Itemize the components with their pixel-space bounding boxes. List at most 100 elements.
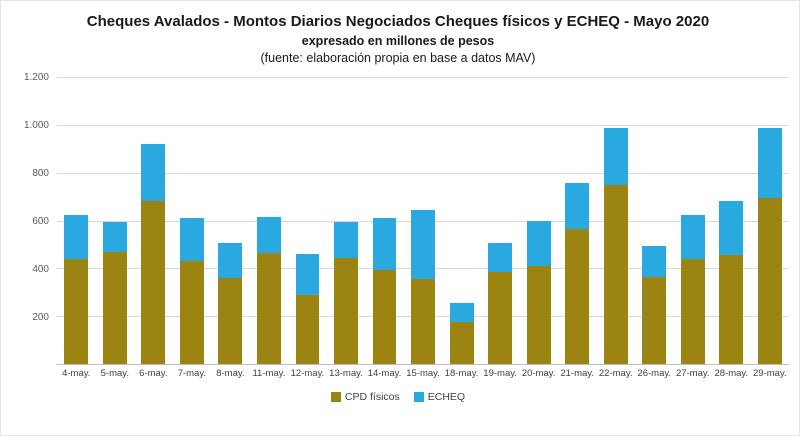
stacked-bar [64,77,89,364]
y-tick-label: 600 [32,216,49,227]
x-tick-label: 5-may. [100,368,129,379]
gridline-1200 [57,77,789,78]
segment-cpd-físicos [565,228,590,364]
legend-label: CPD físicos [344,391,400,403]
segment-echeq [179,218,204,262]
bar-29-may [751,77,790,364]
stacked-bar [680,77,705,364]
stacked-bar [256,77,281,364]
y-tick-label: 1.200 [23,72,49,83]
x-tick-label: 15-may. [406,368,440,379]
chart-header: Cheques Avalados - Montos Diarios Negoci… [7,13,789,67]
x-tick-label: 28-may. [714,368,749,379]
x-tick-label: 12-may. [290,368,325,379]
x-tick-label: 22-may. [598,368,633,379]
x-tick-label: 21-may. [560,368,594,379]
x-tick-label: 4-may. [62,368,91,379]
segment-cpd-físicos [449,322,474,364]
bar-14-may [365,77,404,364]
stacked-bar [179,77,204,364]
x-tick-label: 6-may. [139,368,168,379]
segment-echeq [757,128,782,198]
segment-echeq [565,183,590,229]
segment-echeq [526,220,551,266]
bar-7-may [173,77,212,364]
x-tick-label: 29-may. [753,368,787,379]
bar-20-may [519,77,558,364]
x-tick-label: 8-may. [216,368,245,379]
x-tick-label: 26-may. [637,368,672,379]
stacked-bar [642,77,667,364]
segment-cpd-físicos [642,276,667,364]
stacked-bar [719,77,744,364]
segment-cpd-físicos [372,269,397,364]
bar-12-may [288,77,327,364]
stacked-bar [526,77,551,364]
x-tick-label: 14-may. [367,368,402,379]
segment-echeq [334,221,358,258]
stacked-bar [411,77,435,364]
segment-cpd-físicos [603,184,628,364]
stacked-bar [295,77,320,364]
legend-label: ECHEQ [427,391,466,403]
x-axis: 4-may. 5-may. 6-may. 7-may. 8-may. 11-may. 12-… [57,365,789,383]
bar-5-may [96,77,135,364]
x-tick-label: 7-may. [177,368,207,379]
bar-11-may [250,77,289,364]
segment-cpd-físicos [526,265,551,364]
segment-echeq [102,221,127,252]
segment-echeq [64,214,89,259]
x-tick-label: 11-may. [252,368,286,379]
bar-19-may [481,77,520,364]
segment-cpd-físicos [757,197,782,364]
bar-18-may [442,77,481,364]
segment-cpd-físicos [102,251,127,364]
segment-cpd-físicos [256,252,281,364]
segment-cpd-físicos [680,258,705,364]
stacked-bar [488,77,513,364]
x-tick-label: 27-may. [675,368,710,379]
chart-source-note: (fuente: elaboración propia en base a da… [260,51,536,66]
plot-region: 1.200 1.000 800 600 400 200 4-may. 5-may. 6-may… [7,72,789,383]
y-tick-label: 400 [32,264,49,276]
stacked-bar [102,77,127,364]
bar-28-may [712,77,751,364]
chart-title: Cheques Avalados - Montos Diarios Negoci… [86,13,710,30]
x-tick-label: 13-may. [329,368,363,379]
bar-27-may [674,77,713,364]
segment-cpd-físicos [411,279,435,364]
legend-item-cpd-físicos: CPD físicos [330,391,400,403]
x-tick-label: 19-may. [483,368,517,379]
stacked-bar [218,77,243,364]
segment-echeq [295,254,320,295]
segment-echeq [411,209,435,280]
bar-22-may [596,77,635,364]
bar-21-may [558,77,597,364]
legend-swatch [413,392,424,402]
segment-cpd-físicos [179,261,204,364]
legend-swatch [330,392,341,402]
segment-echeq [603,128,628,185]
segment-echeq [719,201,744,256]
bar-series [57,77,789,364]
segment-echeq [488,243,513,272]
segment-cpd-físicos [218,277,243,364]
stacked-bar [757,77,782,364]
stacked-bar [141,77,166,364]
legend-item-echeq: ECHEQ [413,391,466,403]
segment-echeq [218,243,243,278]
plot-area [57,77,789,365]
bar-15-may [404,77,443,364]
chart-subtitle: expresado en millones de pesos [301,33,495,48]
segment-echeq [642,245,667,277]
stacked-bar [565,77,590,364]
x-tick-label: 18-may. [444,368,479,379]
y-tick-label: 200 [32,312,49,324]
segment-echeq [256,216,281,253]
segment-cpd-físicos [334,257,358,364]
axis-corner-spacer [7,365,51,383]
stacked-bar [372,77,397,364]
segment-echeq [680,214,705,259]
segment-echeq [449,303,474,323]
